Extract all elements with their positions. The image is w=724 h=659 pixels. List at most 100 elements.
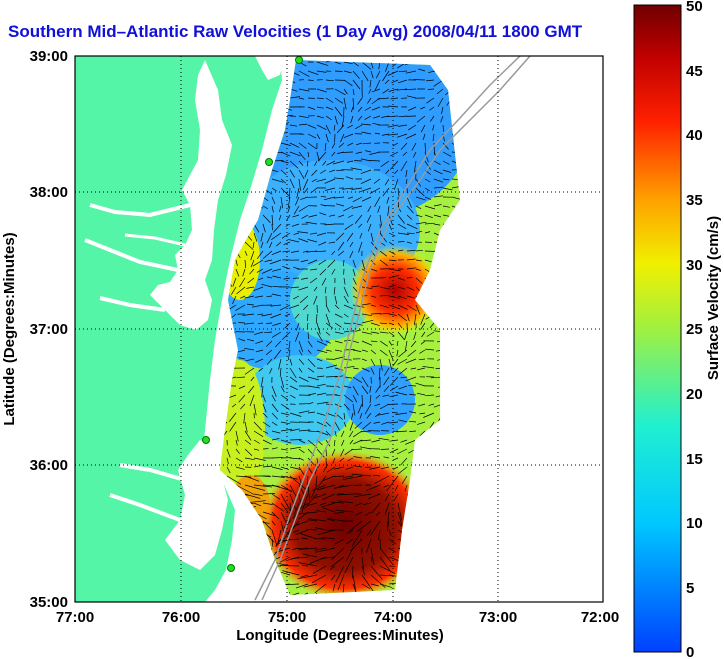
velocity-arrow — [280, 394, 289, 401]
velocity-arrow — [361, 303, 371, 306]
velocity-arrow — [298, 457, 304, 461]
velocity-arrow — [253, 286, 264, 292]
velocity-arrow — [250, 259, 255, 268]
velocity-arrow — [307, 502, 318, 507]
velocity-arrow — [290, 286, 300, 289]
velocity-arrow — [372, 122, 381, 126]
velocity-arrow — [370, 268, 378, 272]
velocity-arrow — [289, 446, 301, 450]
velocity-arrow — [334, 340, 343, 344]
velocity-arrow — [248, 385, 255, 394]
velocity-arrow — [436, 88, 444, 95]
velocity-arrow — [293, 592, 309, 595]
velocity-arrow — [352, 403, 356, 416]
velocity-arrow — [235, 484, 255, 495]
velocity-arrow — [370, 456, 381, 459]
velocity-arrow — [425, 348, 435, 351]
velocity-arrow — [317, 484, 336, 491]
velocity-arrow — [357, 115, 363, 121]
velocity-arrow — [385, 169, 390, 174]
velocity-arrow — [365, 150, 372, 153]
colorbar-tick-label: 5 — [686, 580, 694, 597]
velocity-arrow — [328, 169, 336, 173]
velocity-arrow — [361, 367, 370, 372]
velocity-arrow — [427, 88, 435, 90]
velocity-arrow — [226, 448, 231, 458]
velocity-arrow — [359, 232, 363, 239]
velocity-arrow — [415, 221, 427, 225]
velocity-arrow — [334, 331, 344, 335]
velocity-arrow — [352, 376, 363, 383]
velocity-arrow — [379, 313, 390, 315]
velocity-arrow — [397, 249, 404, 252]
velocity-arrow — [391, 79, 399, 84]
x-tick-label: 75:00 — [268, 609, 306, 626]
velocity-arrow — [324, 286, 327, 294]
velocity-arrow — [327, 259, 336, 268]
velocity-arrow — [253, 439, 260, 444]
velocity-arrow — [400, 439, 408, 443]
velocity-arrow — [253, 448, 260, 451]
velocity-arrow — [298, 340, 304, 352]
velocity-arrow — [292, 214, 300, 218]
velocity-arrow — [397, 322, 403, 329]
velocity-arrow — [433, 178, 444, 183]
velocity-arrow — [398, 70, 408, 73]
velocity-arrow — [244, 250, 248, 256]
velocity-arrow — [379, 556, 392, 573]
velocity-arrow — [359, 187, 372, 193]
velocity-arrow — [298, 466, 305, 476]
velocity-arrow — [424, 222, 435, 225]
velocity-arrow — [361, 385, 369, 395]
velocity-arrow — [371, 502, 381, 514]
velocity-arrow — [409, 394, 417, 396]
colorbar-tick-label: 50 — [686, 0, 703, 15]
velocity-arrow — [388, 223, 393, 231]
velocity-arrow — [379, 583, 393, 588]
velocity-arrow — [293, 266, 300, 270]
velocity-arrow — [370, 160, 381, 162]
velocity-arrow — [280, 151, 291, 157]
velocity-arrow — [393, 457, 399, 461]
velocity-arrow — [332, 583, 336, 592]
velocity-arrow — [295, 547, 309, 550]
velocity-arrow — [283, 241, 291, 246]
velocity-arrow — [386, 511, 390, 528]
velocity-arrow — [384, 502, 390, 515]
velocity-arrow — [307, 106, 316, 110]
velocity-arrow — [406, 295, 415, 299]
velocity-arrow — [288, 340, 291, 351]
velocity-arrow — [262, 520, 272, 531]
velocity-arrow — [257, 313, 264, 316]
velocity-arrow — [370, 304, 376, 307]
velocity-arrow — [266, 232, 273, 244]
velocity-arrow — [301, 564, 309, 567]
velocity-arrow — [270, 304, 282, 307]
velocity-arrow — [424, 187, 430, 192]
velocity-arrow — [307, 79, 314, 81]
velocity-arrow — [333, 124, 336, 131]
velocity-arrow — [272, 275, 282, 279]
velocity-arrow — [379, 538, 381, 549]
velocity-arrow — [361, 268, 368, 273]
velocity-arrow — [352, 322, 363, 326]
velocity-arrow — [271, 538, 274, 547]
velocity-arrow — [442, 142, 449, 150]
velocity-arrow — [395, 412, 408, 415]
colorbar-tick-label: 25 — [686, 321, 703, 338]
velocity-arrow — [352, 304, 365, 308]
velocity-arrow — [424, 151, 429, 163]
velocity-arrow — [397, 511, 403, 526]
velocity-arrow — [280, 160, 289, 164]
velocity-arrow — [325, 331, 331, 336]
velocity-arrow — [307, 430, 320, 433]
velocity-arrow — [295, 322, 300, 331]
velocity-arrow — [309, 232, 318, 235]
colorbar-tick-label: 0 — [686, 644, 694, 659]
velocity-arrow — [388, 295, 400, 299]
velocity-arrow — [415, 277, 423, 284]
y-tick-label: 37:00 — [30, 321, 68, 338]
velocity-arrow — [381, 115, 390, 118]
velocity-arrow — [406, 223, 418, 230]
velocity-arrow — [428, 403, 435, 406]
